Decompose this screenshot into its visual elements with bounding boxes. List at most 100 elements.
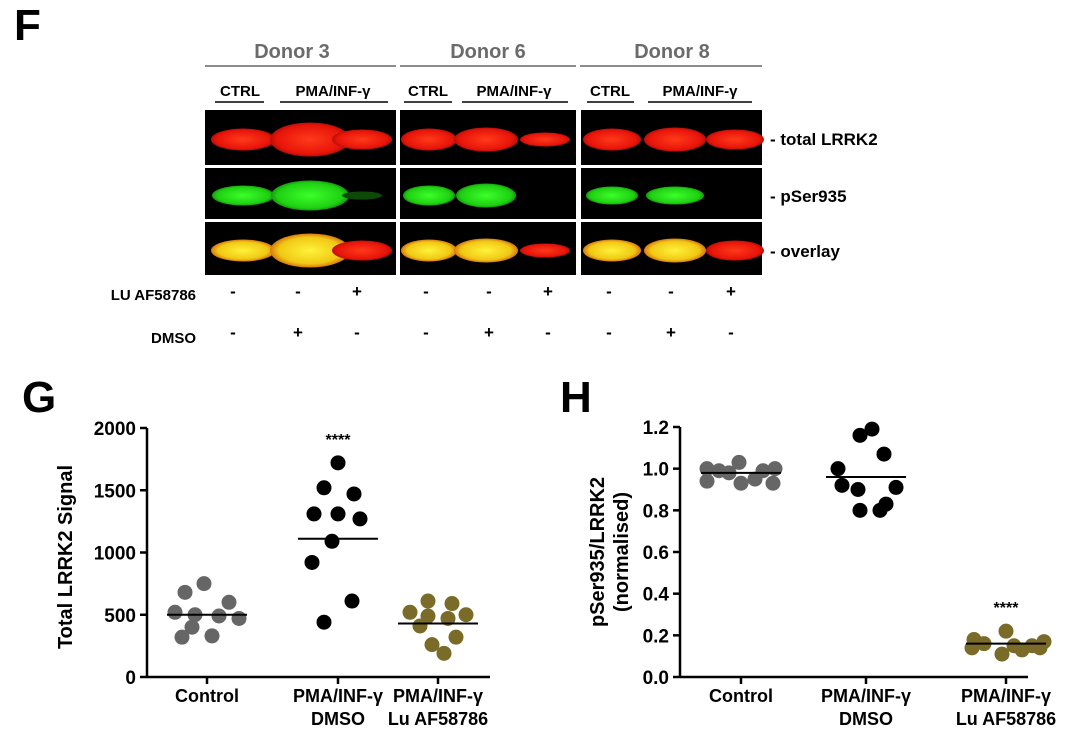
treatment-sign: + xyxy=(543,282,553,301)
treatment-table: LU AF58786 DMSO - - + - - + - - + - + - - + - - + - xyxy=(111,282,736,347)
blot-band xyxy=(403,185,455,206)
chart-h-ytick-label: 1.2 xyxy=(643,418,669,439)
treatment-sign: - xyxy=(728,323,734,342)
blot-band xyxy=(583,239,641,262)
chart-h-ytick-label: 0.0 xyxy=(643,668,669,689)
chart-h-ytick-label: 0.4 xyxy=(643,585,670,606)
blot-band xyxy=(644,238,706,263)
donor-6-label: Donor 6 xyxy=(450,41,526,63)
chart-h-data-point xyxy=(872,502,888,518)
blot-band xyxy=(454,238,518,263)
chart-h-data-point xyxy=(834,477,850,493)
chart-g-data-point xyxy=(436,645,452,661)
lane-ctrl-donor3: CTRL xyxy=(220,83,260,100)
chart-g-ytick-label: 1500 xyxy=(94,481,136,502)
chart-g-category-label: Control xyxy=(175,686,239,706)
blot-band xyxy=(332,129,392,150)
chart-g-data-point xyxy=(402,604,418,620)
chart-h-data-point xyxy=(998,623,1014,639)
chart-g-data-point xyxy=(231,610,247,626)
chart-g-data-point xyxy=(167,604,183,620)
chart-g-ylabel: Total LRRK2 Signal xyxy=(55,465,77,649)
blot-band xyxy=(646,186,704,205)
chart-g-data-point xyxy=(420,593,436,609)
chart-h-data-point xyxy=(852,502,868,518)
chart-h-data-point xyxy=(888,479,904,495)
chart-h-data-point xyxy=(876,446,892,462)
chart-g-data-point xyxy=(316,480,332,496)
treatment-sign: + xyxy=(484,323,494,342)
chart-g-data-point xyxy=(306,506,322,522)
row-label-pser935: - pSer935 xyxy=(770,187,847,206)
chart-h-category-label: PMA/INF-γ xyxy=(961,686,1051,706)
treatment-sign: + xyxy=(352,282,362,301)
lane-ctrl-donor6: CTRL xyxy=(408,83,448,100)
chart-g-data-point xyxy=(444,596,460,612)
treatment-sign: - xyxy=(545,323,551,342)
blot-band xyxy=(520,243,570,258)
treatment-dmso-label: DMSO xyxy=(151,330,196,347)
chart-h-data-point xyxy=(964,640,980,656)
chart-h-data-point xyxy=(747,471,763,487)
chart-g-category-label: PMA/INF-γ xyxy=(293,686,383,706)
lane-treat-donor6: PMA/INF-γ xyxy=(477,83,553,100)
chart-g-data-point xyxy=(204,628,220,644)
chart-g-data-point xyxy=(330,506,346,522)
chart-g-data-point xyxy=(174,629,190,645)
chart-g-data-point xyxy=(324,533,340,549)
chart-g-data-point xyxy=(412,618,428,634)
chart-g-data-point xyxy=(184,619,200,635)
blot-band xyxy=(644,127,706,152)
blot-band xyxy=(270,122,350,157)
chart-g-data-point xyxy=(420,608,436,624)
blot-band xyxy=(586,186,638,205)
chart-g-ytick-label: 0 xyxy=(125,668,136,689)
treatment-sign: + xyxy=(293,323,303,342)
blot-band xyxy=(332,240,392,261)
panel-f-letter: F xyxy=(14,1,41,50)
chart-g-data-point xyxy=(221,594,237,610)
chart-g-category-label: DMSO xyxy=(311,709,365,729)
blot-band xyxy=(520,132,570,147)
treatment-signs: - - + - - + - - + - + - - + - - + - xyxy=(230,282,736,342)
chart-g-data-point xyxy=(316,614,332,630)
chart-g-data-point xyxy=(448,629,464,645)
chart-h-data-point xyxy=(852,427,868,443)
blot-band xyxy=(271,180,349,211)
chart-h-ytick-label: 0.6 xyxy=(643,543,669,564)
chart-h-data-point xyxy=(1032,640,1048,656)
chart-g-data-point xyxy=(344,593,360,609)
chart-h-data-point xyxy=(1014,642,1030,658)
treatment-lu-label: LU AF58786 xyxy=(111,287,196,304)
lane-treat-donor8: PMA/INF-γ xyxy=(663,83,739,100)
chart-h-data-point xyxy=(765,475,781,491)
chart-g-data-point xyxy=(196,576,212,592)
treatment-sign: - xyxy=(354,323,360,342)
lane-ctrl-donor8: CTRL xyxy=(590,83,630,100)
blot-band xyxy=(401,128,457,151)
treatment-sign: - xyxy=(606,323,612,342)
chart-h-ytick-label: 1.0 xyxy=(643,460,669,481)
blot-band xyxy=(211,239,275,262)
treatment-sign: - xyxy=(230,323,236,342)
blot-band xyxy=(401,239,457,262)
treatment-sign: - xyxy=(423,323,429,342)
chart-h-ylabel-1: pSer935/LRRK2 xyxy=(587,477,609,627)
chart-h-data-point xyxy=(864,421,880,437)
chart-g-data-point xyxy=(424,637,440,653)
treatment-sign: - xyxy=(668,282,674,301)
donor-3-label: Donor 3 xyxy=(254,41,330,63)
chart-h-data-point xyxy=(830,461,846,477)
blot-band xyxy=(583,128,641,151)
blot-band xyxy=(211,128,275,151)
chart-h-category-label: DMSO xyxy=(839,709,893,729)
blot-band xyxy=(454,127,518,152)
chart-g-category-label: Lu AF58786 xyxy=(388,709,488,729)
chart-g: Total LRRK2 Signal 0 500 1000 1500 2000 Contr… xyxy=(55,419,490,729)
chart-h-ylabel-2: (normalised) xyxy=(611,492,633,612)
chart-g-ytick-label: 2000 xyxy=(94,419,136,440)
chart-g-ytick-label: 1000 xyxy=(94,544,136,565)
chart-g-category-label: PMA/INF-γ xyxy=(393,686,483,706)
chart-h-data-point xyxy=(994,646,1010,662)
chart-h-data-point xyxy=(733,475,749,491)
